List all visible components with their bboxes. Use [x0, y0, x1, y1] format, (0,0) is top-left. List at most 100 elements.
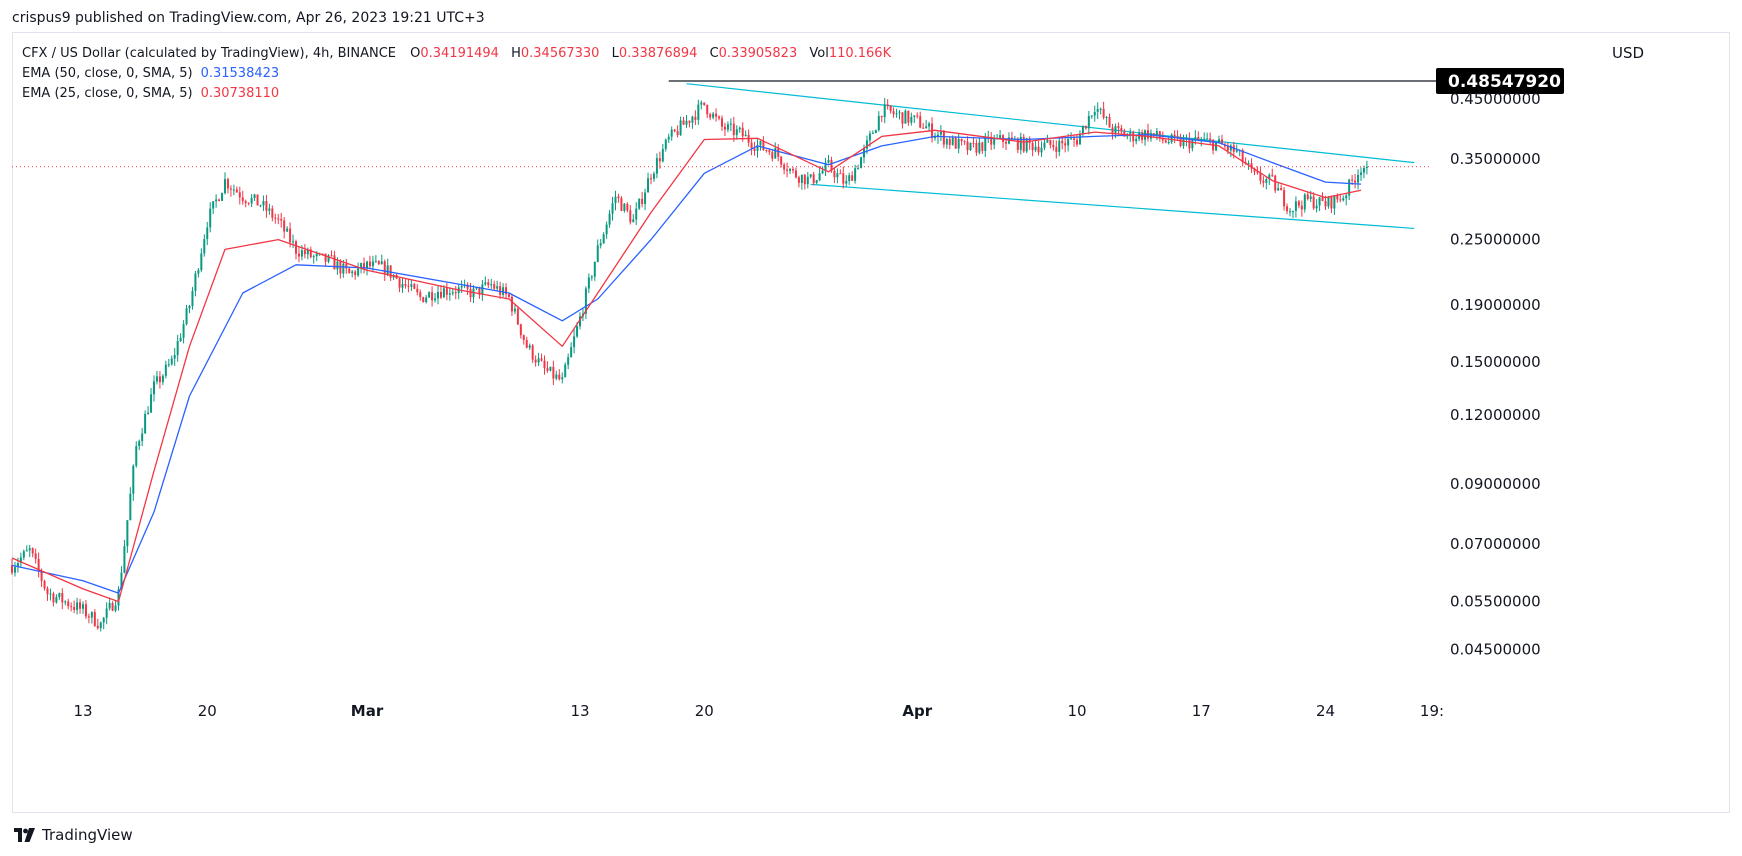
candle-body — [123, 546, 126, 573]
candle-body — [1010, 137, 1013, 139]
candle-body — [315, 253, 318, 257]
candle-body — [194, 273, 197, 291]
candle-body — [37, 558, 40, 571]
candle-body — [256, 194, 259, 206]
candle-body — [907, 110, 910, 123]
candle-body — [667, 136, 670, 140]
candle-body — [1022, 136, 1025, 152]
candle-body — [419, 292, 422, 298]
low-key: L — [611, 46, 619, 61]
currency-label[interactable]: USD — [1612, 44, 1645, 62]
candle-body — [173, 355, 176, 359]
candle-body — [407, 285, 410, 287]
close-value: 0.33905823 — [718, 46, 798, 61]
candle-body — [638, 198, 641, 209]
candle-body — [241, 197, 244, 202]
candle-body — [126, 520, 129, 547]
candle-body — [135, 446, 138, 466]
candle-body — [188, 306, 191, 309]
candle-body — [1300, 205, 1303, 210]
candle-body — [229, 188, 232, 190]
candle-body — [1345, 195, 1348, 199]
candle-body — [614, 196, 617, 204]
candle-body — [1019, 136, 1022, 150]
close-key: C — [709, 46, 719, 61]
y-tick-label: 0.07000000 — [1450, 535, 1541, 553]
candle-body — [410, 284, 413, 287]
candle-body — [232, 189, 235, 191]
candle-body — [762, 141, 765, 151]
candle-body — [348, 268, 351, 274]
candle-body — [558, 374, 561, 380]
candle-body — [1271, 174, 1274, 176]
candle-body — [1093, 111, 1096, 116]
candle-body — [1120, 128, 1123, 132]
candle-body — [1129, 132, 1132, 136]
candle-body — [425, 297, 428, 303]
legend-ema25-row[interactable]: EMA (25, close, 0, SMA, 5) 0.30738110 — [22, 84, 891, 104]
candle-body — [34, 553, 37, 559]
candle-body — [1253, 168, 1256, 172]
candle-body — [1336, 195, 1339, 200]
candle-body — [295, 241, 297, 254]
publish-line: crispus9 published on TradingView.com, A… — [12, 10, 485, 26]
candle-body — [200, 253, 203, 271]
candle-body — [1064, 143, 1067, 146]
candle-body — [52, 593, 55, 603]
candle-body — [218, 199, 221, 201]
candle-body — [709, 114, 712, 118]
candle-body — [513, 308, 516, 312]
legend-ema50-row[interactable]: EMA (50, close, 0, SMA, 5) 0.31538423 — [22, 64, 891, 84]
candle-body — [860, 157, 863, 169]
candle-body — [1158, 131, 1161, 139]
candle-body — [1303, 194, 1306, 210]
candle-body — [454, 292, 457, 294]
candle-body — [481, 284, 484, 295]
footer-brand[interactable]: TradingView — [14, 826, 133, 844]
candle-body — [863, 148, 865, 158]
candle-body — [1049, 139, 1052, 145]
candle-body — [652, 173, 655, 179]
candle-body — [238, 192, 241, 198]
candle-body — [1126, 135, 1129, 137]
candle-body — [1360, 172, 1362, 175]
candle-body — [774, 148, 777, 159]
x-tick-label: Mar — [351, 702, 384, 720]
candle-body — [670, 129, 673, 137]
candle-body — [901, 112, 904, 124]
candle-body — [1090, 115, 1093, 117]
candle-body — [31, 548, 34, 554]
candle-body — [1241, 149, 1244, 163]
candle-body — [963, 141, 966, 143]
candle-body — [629, 210, 632, 223]
candle-body — [203, 239, 206, 254]
candle-body — [1262, 180, 1265, 183]
ema25-label: EMA (25, close, 0, SMA, 5) — [22, 86, 193, 101]
candle-body — [1333, 195, 1336, 209]
candle-body — [1357, 174, 1360, 183]
candle-body — [999, 135, 1002, 139]
open-key: O — [410, 46, 421, 61]
candle-body — [1289, 211, 1291, 213]
candle-body — [1321, 197, 1324, 202]
candle-body — [1123, 131, 1126, 137]
candle-body — [602, 234, 605, 244]
candle-body — [1084, 125, 1087, 129]
candle-body — [883, 104, 886, 118]
candle-body — [327, 255, 330, 262]
candle-body — [605, 224, 608, 235]
candle-body — [1132, 132, 1135, 142]
candle-body — [1306, 194, 1309, 199]
candle-body — [309, 249, 312, 258]
candle-body — [111, 602, 114, 611]
candle-body — [1354, 180, 1357, 183]
candle-body — [191, 290, 194, 307]
candle-body — [756, 145, 759, 151]
y-tick-label: 0.19000000 — [1450, 296, 1541, 314]
candle-body — [877, 115, 880, 131]
candle-body — [345, 263, 348, 269]
x-tick-label: 24 — [1316, 702, 1335, 720]
overlays: 0.48547920 — [12, 67, 1564, 168]
candle-body — [797, 177, 800, 183]
